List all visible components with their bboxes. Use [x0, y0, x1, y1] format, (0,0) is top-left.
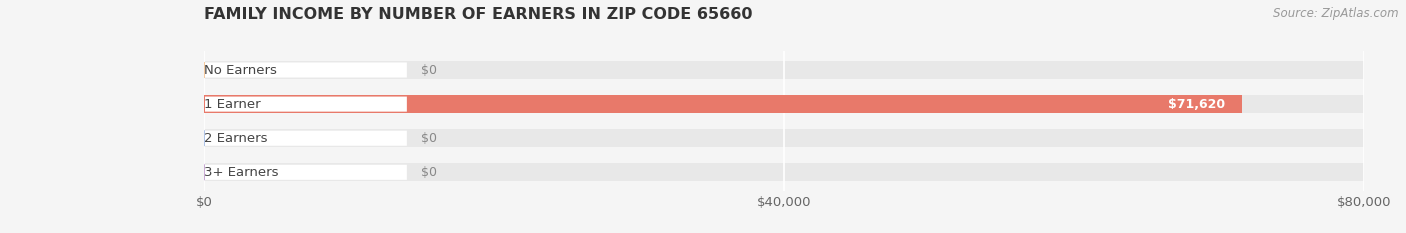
Text: FAMILY INCOME BY NUMBER OF EARNERS IN ZIP CODE 65660: FAMILY INCOME BY NUMBER OF EARNERS IN ZI… — [204, 7, 752, 22]
Text: No Earners: No Earners — [204, 64, 277, 76]
Text: 3+ Earners: 3+ Earners — [204, 166, 278, 179]
Bar — [204, 61, 1364, 79]
Text: $0: $0 — [420, 166, 437, 179]
FancyBboxPatch shape — [204, 62, 406, 78]
Text: Source: ZipAtlas.com: Source: ZipAtlas.com — [1274, 7, 1399, 20]
Text: $71,620: $71,620 — [1168, 98, 1225, 111]
Text: 1 Earner: 1 Earner — [204, 98, 260, 111]
Text: $0: $0 — [420, 64, 437, 76]
Bar — [204, 95, 1364, 113]
Bar — [204, 129, 1364, 147]
FancyBboxPatch shape — [204, 131, 406, 146]
Text: $0: $0 — [420, 132, 437, 145]
FancyBboxPatch shape — [204, 96, 406, 112]
Bar — [204, 95, 1243, 113]
FancyBboxPatch shape — [204, 165, 406, 180]
Bar — [204, 163, 1364, 181]
Text: 2 Earners: 2 Earners — [204, 132, 267, 145]
